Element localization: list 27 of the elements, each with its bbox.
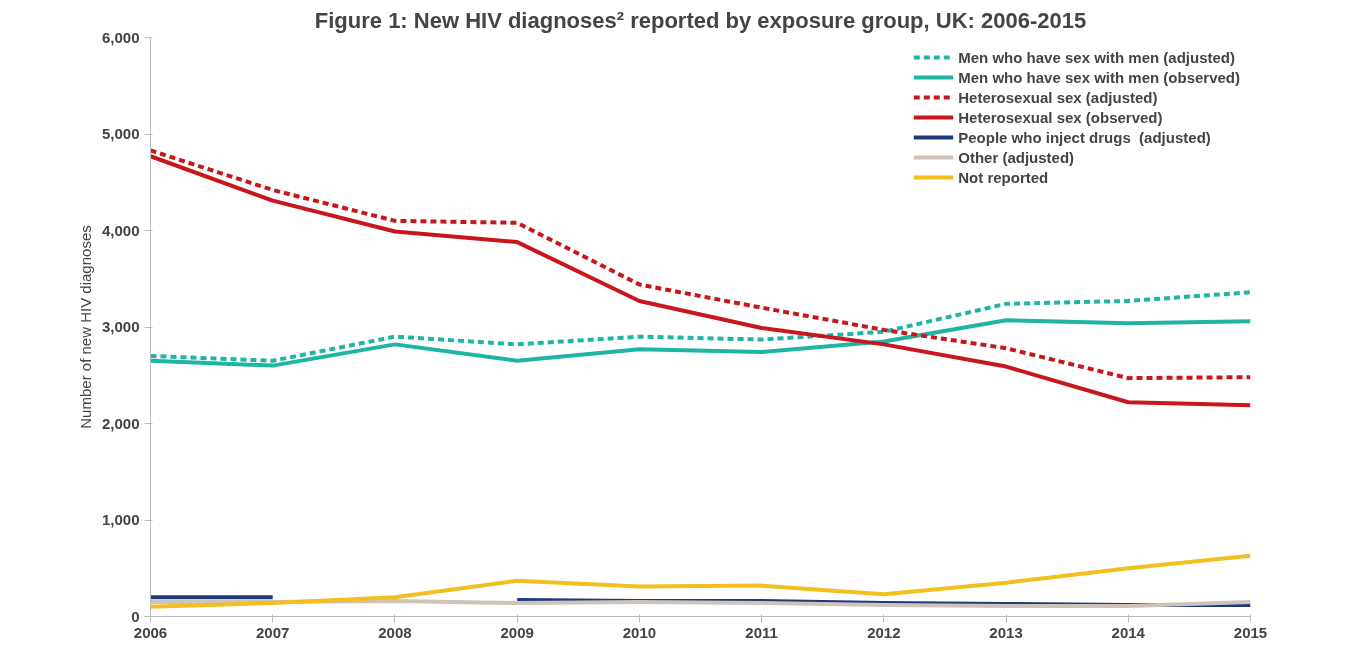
y-tick-label: 1,000 [101, 511, 140, 528]
y-tick-label: 0 [131, 607, 140, 625]
x-tick-label: 2011 [745, 623, 778, 641]
x-tick-label: 2014 [1111, 623, 1146, 641]
y-tick-label: 4,000 [101, 221, 140, 239]
y-tick-label: 3,000 [101, 318, 140, 335]
x-tick-label: 2013 [989, 623, 1023, 641]
y-tick-label: 5,000 [101, 125, 140, 142]
x-tick-label: 2012 [867, 623, 901, 641]
line-series [150, 553, 1251, 609]
y-axis-title: Number of new HIV diagnoses [76, 225, 94, 429]
x-tick-label: 2015 [1233, 623, 1268, 641]
x-tick-label: 2007 [256, 623, 290, 641]
x-tick-label: 2010 [622, 623, 657, 641]
y-tick-label: 6,000 [101, 28, 140, 46]
x-tick-label: 2008 [378, 623, 412, 641]
chart-title: Figure 1: New HIV diagnoses² reported by exposure group, UK: 2006-2015 [314, 7, 1087, 33]
legend-label: Heterosexual sex (observed) [958, 108, 1163, 126]
x-tick-label: 2006 [133, 623, 168, 641]
y-tick-label: 2,000 [101, 414, 140, 432]
legend-label: Men who have sex with men (observed) [958, 68, 1240, 86]
legend-label: Other (adjusted) [958, 148, 1075, 166]
legend-label: People who inject drugs (adjusted) [958, 128, 1211, 146]
legend-label: Heterosexual sex (adjusted) [958, 88, 1158, 106]
legend-label: Men who have sex with men (adjusted) [958, 48, 1235, 66]
legend-label: Not reported [958, 168, 1049, 186]
x-tick-label: 2009 [500, 623, 534, 641]
